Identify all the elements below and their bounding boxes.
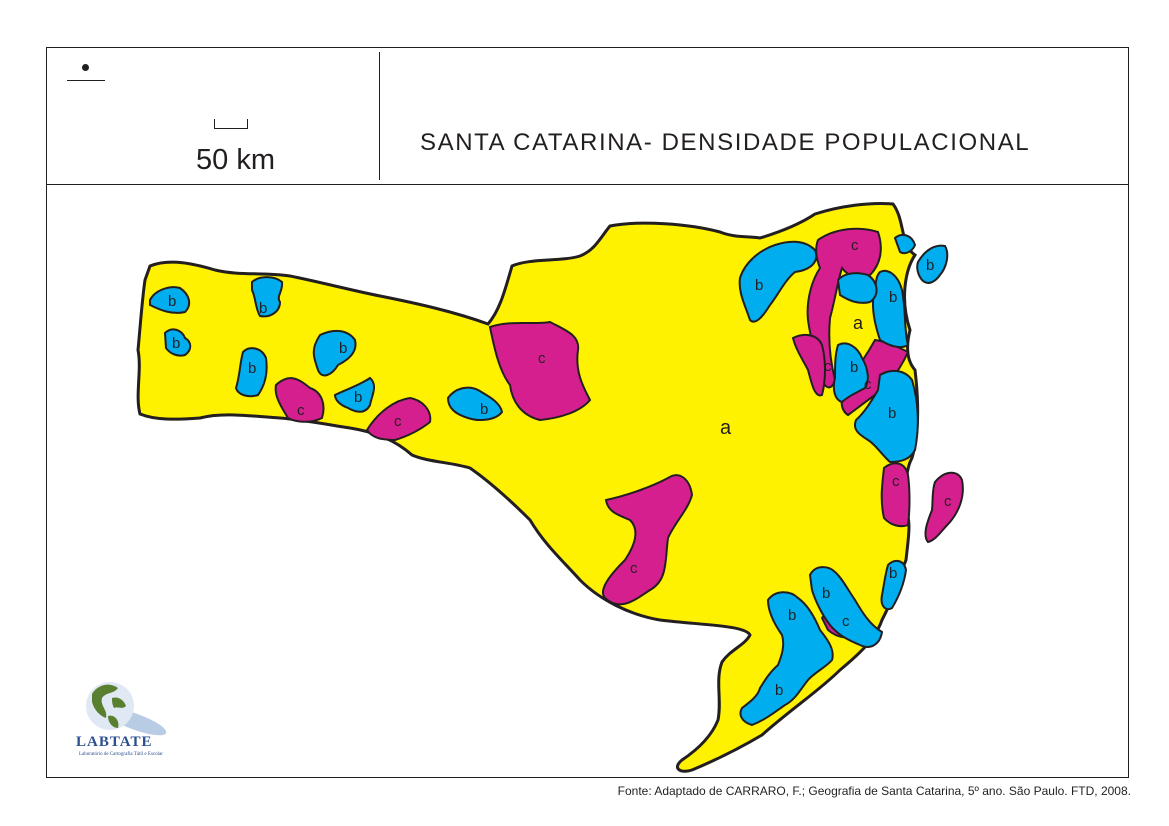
label-b: b [248,360,256,377]
header-separator [46,184,1129,185]
label-b: b [755,277,763,294]
region-c-west-central [488,320,592,422]
region-c-island [924,471,964,544]
region-b-north-4 [893,233,917,255]
region-c-north-3 [791,333,826,397]
header-divider [379,52,380,180]
label-b: b [850,359,858,376]
label-b: b [172,335,180,352]
north-marker-line [67,80,105,81]
label-b: b [480,401,488,418]
label-c: c [824,358,832,375]
label-c: c [851,237,859,254]
map-title: SANTA CATARINA- DENSIDADE POPULACIONAL [420,129,1031,156]
scale-label: 50 km [196,144,275,176]
label-c: c [394,413,402,430]
region-b-west-2 [163,328,192,357]
label-c: c [630,560,638,577]
label-a-main: a [720,417,732,439]
source-citation: Fonte: Adaptado de CARRARO, F.; Geografi… [617,784,1131,798]
region-b-island [916,244,949,284]
region-b-coast-2 [880,559,908,611]
label-c: c [864,376,872,393]
region-c-coast [880,462,911,528]
label-c: c [297,402,305,419]
label-b: b [788,607,796,624]
logo-subtitle: Laboratório de Cartografia Tátil e Escol… [79,752,163,757]
label-b: b [354,389,362,406]
region-b-north-3 [836,272,878,304]
label-c: c [538,350,546,367]
label-b: b [888,405,896,422]
region-b-north-5 [832,342,869,404]
region-c-west-1 [274,377,325,423]
region-labels: a a b b b b b b b b b b b b b b b b c c … [168,237,952,699]
label-b: b [339,340,347,357]
label-b: b [889,565,897,582]
label-b: b [259,300,267,317]
region-b-south-2 [739,591,834,727]
region-b-coast-1 [854,369,919,464]
label-c: c [892,473,900,490]
region-b-west-6 [333,376,376,413]
region-b-west-3 [251,276,284,318]
map-frame [46,47,1129,778]
labtate-logo-icon [86,682,167,736]
region-b-west-5 [312,329,357,377]
region-c-south-central [602,474,694,606]
region-b-south-1 [808,566,884,648]
label-b: b [889,289,897,306]
region-b-west-7 [446,386,504,421]
region-c-west-2 [365,396,432,442]
label-b: b [926,257,934,274]
region-c-north-1 [806,227,882,389]
label-b: b [168,293,176,310]
region-b-west-4 [234,347,268,398]
label-b: b [775,682,783,699]
label-a-north: a [853,313,864,333]
north-marker-icon [82,64,89,71]
region-b-north-1 [738,240,818,323]
label-c: c [944,493,952,510]
region-b-west-1 [149,286,191,314]
logo-name: LABTATE [76,734,153,750]
label-c: c [842,613,850,630]
scale-bar [214,119,248,129]
label-b: b [822,585,830,602]
